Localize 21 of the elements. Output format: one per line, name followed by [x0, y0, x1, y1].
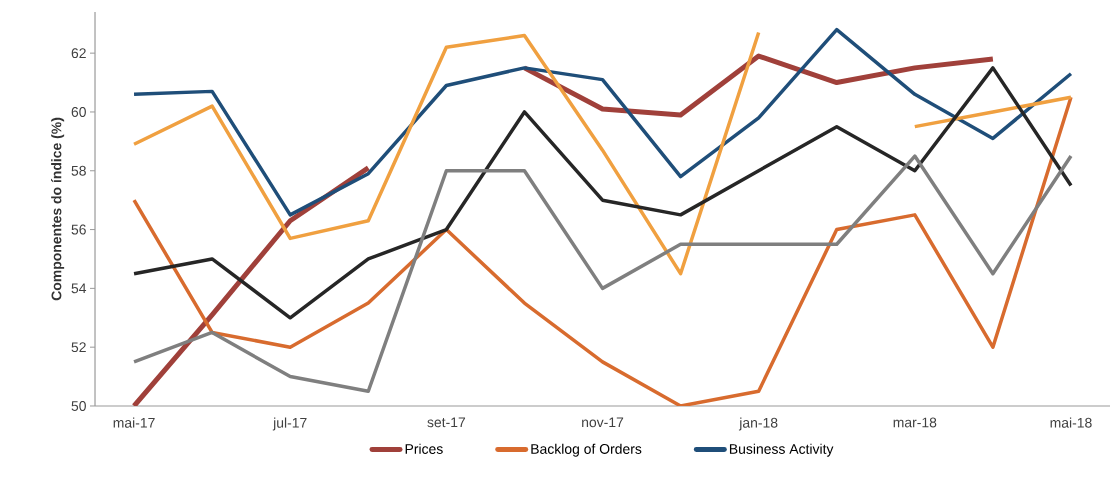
line-series	[132, 95, 1073, 406]
x-tick-label: mai-17	[113, 417, 155, 428]
y-tick-label: 62	[71, 48, 86, 59]
legend-label: Prices	[405, 443, 443, 454]
x-tick-label: jul-17	[272, 417, 307, 431]
line-series	[132, 27, 1073, 217]
y-tick-label: 52	[71, 342, 86, 353]
y-tick-label: 54	[71, 283, 87, 294]
x-tick-label: mai-18	[1050, 417, 1092, 428]
y-tick-label: 60	[71, 107, 86, 117]
line-series	[132, 66, 1073, 320]
y-axis-title: Componentes do índice (%)	[51, 117, 65, 301]
x-tick-label: jan-18	[738, 417, 778, 431]
y-tick-label: 58	[71, 165, 86, 176]
x-tick-label: set-17	[427, 417, 466, 428]
y-tick-label: 50	[71, 401, 86, 411]
x-tick-label: mar-18	[893, 417, 937, 428]
legend-label: Backlog of Orders	[531, 443, 642, 457]
y-tick-label: 56	[71, 224, 86, 235]
x-tick-label: nov-17	[582, 417, 624, 428]
legend-label: Business Activity	[729, 443, 834, 457]
